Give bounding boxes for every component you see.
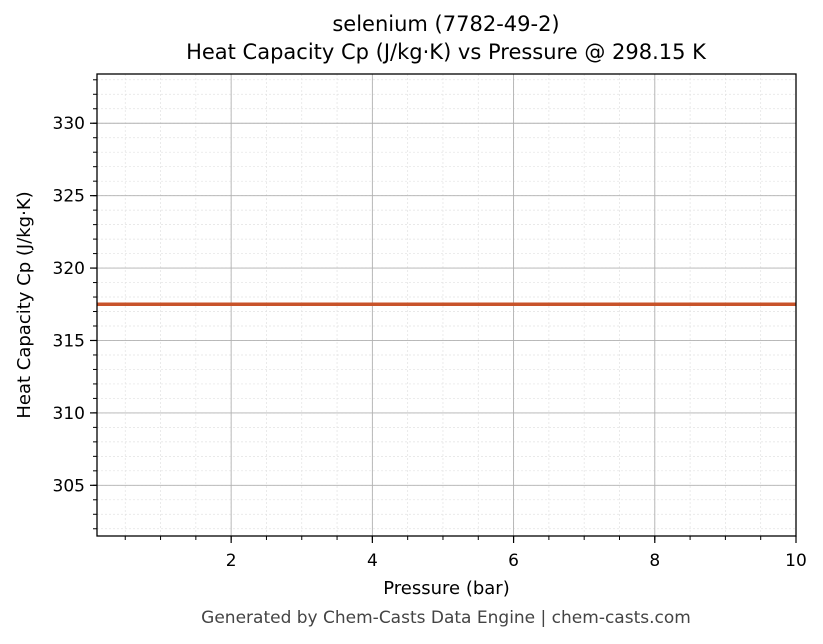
y-tick-label: 315 (53, 331, 85, 351)
y-tick-label: 310 (53, 404, 85, 424)
footer-credit: Generated by Chem-Casts Data Engine | ch… (201, 608, 691, 628)
x-tick-label: 6 (508, 551, 519, 571)
y-tick-label: 330 (53, 114, 85, 134)
plot-frame (96, 73, 797, 537)
x-tick-label: 4 (367, 551, 378, 571)
x-tick-label: 10 (785, 551, 807, 571)
x-tick-label: 2 (226, 551, 237, 571)
y-axis-label: Heat Capacity Cp (J/kg·K) (14, 191, 35, 418)
y-tick-label: 325 (53, 187, 85, 207)
chart-subtitle: Heat Capacity Cp (J/kg·K) vs Pressure @ … (186, 40, 706, 64)
x-axis-label: Pressure (bar) (383, 578, 509, 599)
y-tick-label: 305 (53, 476, 85, 496)
y-tick-label: 320 (53, 259, 85, 279)
axis-ticks: 2 4 6 8 10 305 310 315 320 325 330 (53, 79, 807, 571)
chart-title: selenium (7782-49-2) (332, 12, 560, 36)
x-tick-label: 8 (649, 551, 660, 571)
